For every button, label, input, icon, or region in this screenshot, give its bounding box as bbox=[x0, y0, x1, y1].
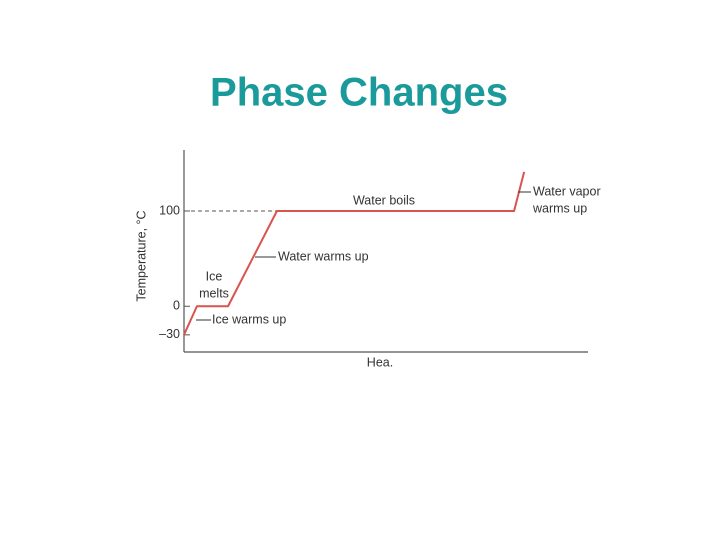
y-tick-label: 100 bbox=[159, 203, 180, 217]
annotation: Ice bbox=[206, 269, 223, 283]
annotation: Water boils bbox=[353, 193, 415, 207]
heating-curve bbox=[183, 171, 526, 336]
x-axis-label: Hea. bbox=[367, 355, 393, 369]
annotation: Water vapor bbox=[533, 184, 601, 198]
annotation: warms up bbox=[532, 201, 587, 215]
y-tick-label: –30 bbox=[159, 327, 180, 341]
annotation: melts bbox=[199, 286, 229, 300]
y-axis-label: Temperature, °C bbox=[134, 210, 148, 301]
chart-title: Phase Changes bbox=[210, 71, 508, 115]
y-tick-label: 0 bbox=[173, 299, 180, 313]
annotation: Water warms up bbox=[278, 249, 369, 263]
annotation: Ice warms up bbox=[212, 312, 286, 326]
